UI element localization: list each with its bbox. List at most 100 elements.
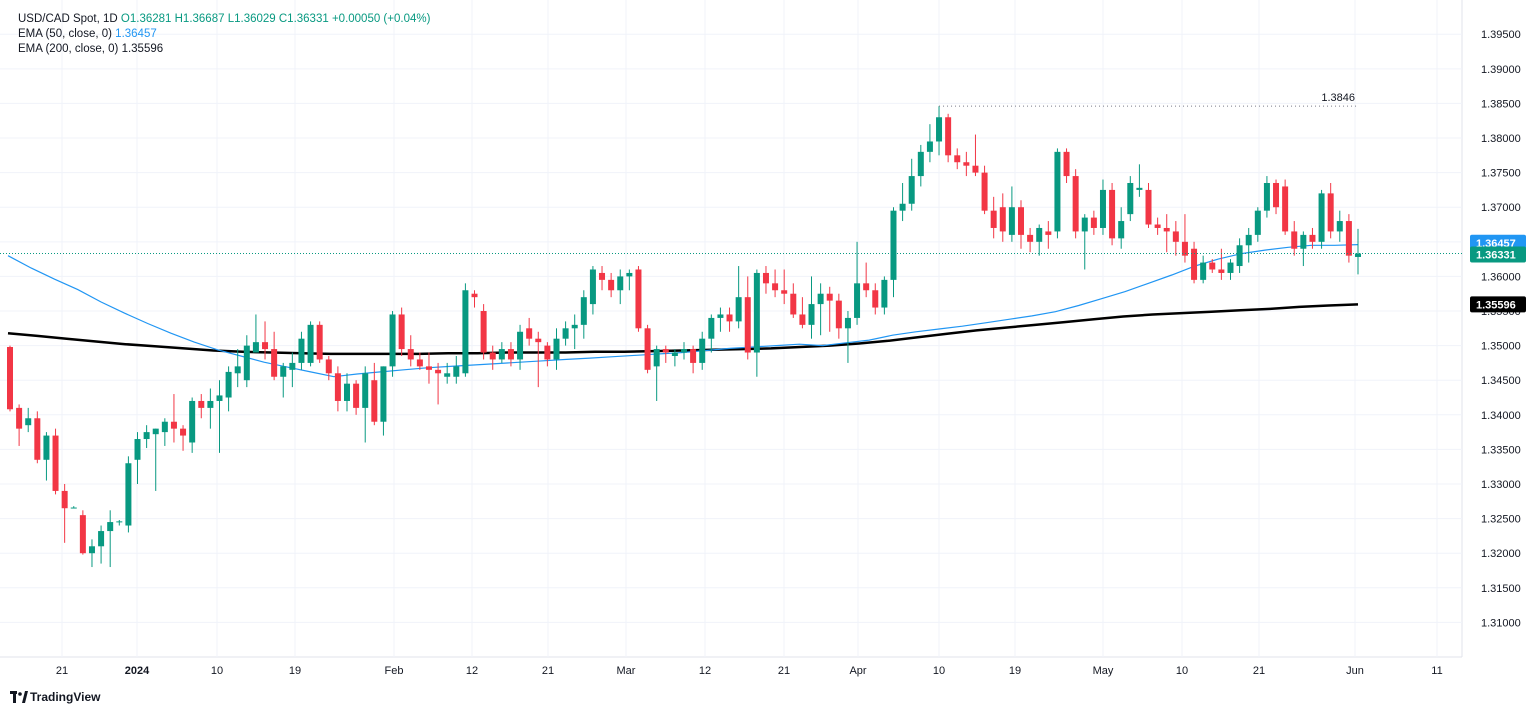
candle [662,345,669,363]
legend-ema200-value: 1.35596 [121,43,164,55]
ema200-price-badge-text: 1.35596 [1476,299,1516,311]
candle-body [1027,234,1034,242]
candle [425,352,432,384]
candle [198,394,205,419]
candle [844,311,851,363]
candle [635,266,642,332]
candle [671,349,678,367]
candle [1327,182,1334,239]
candle-body [7,346,13,410]
candle-body [243,345,250,381]
legend-ema50-label: EMA (50, close, 0) [18,28,112,40]
candle-body [1355,253,1361,257]
candle-body [580,297,587,325]
candle-body [344,383,350,401]
y-tick-label: 1.34500 [1481,375,1521,387]
x-tick-label: 10 [211,665,223,677]
legend-ema200-row[interactable]: EMA (200, close, 0) 1.35596 [18,42,430,57]
candle [362,366,369,443]
candle-body [389,314,396,367]
candle [453,355,460,384]
candle-body [608,279,615,291]
candle-body [881,279,888,308]
x-tick-label: Jun [1346,665,1364,677]
candle [653,345,660,401]
candle [1172,221,1179,256]
candle [389,311,396,377]
candle [1008,186,1015,242]
candle-body [735,297,742,322]
candle-body [635,269,642,329]
candle-body [626,272,633,277]
candle [1027,227,1034,253]
candle [954,148,961,170]
candle [271,331,278,381]
candle-body [589,269,596,305]
x-tick-label: 10 [933,665,945,677]
x-tick-label: Feb [385,665,404,677]
candle [435,362,442,405]
candle [580,290,587,339]
candle [817,283,824,336]
legend-ema50-row[interactable]: EMA (50, close, 0) 1.36457 [18,27,430,42]
candle-body [216,395,223,401]
candle-body [143,432,150,440]
tradingview-brand[interactable]: TradingView [10,690,100,704]
candle [753,269,760,377]
candle [981,165,988,215]
candle [70,506,77,509]
candle [1081,214,1088,270]
candle-body [808,304,815,325]
candle-body [380,366,387,422]
candle-body [926,141,933,152]
candle [7,345,13,412]
candle [43,432,50,481]
candle [398,307,405,356]
candle-body [498,349,505,360]
candle-body [489,352,496,360]
candle [1090,210,1097,235]
candle [963,151,970,177]
time-axis[interactable]: 21 2024 10 19 Feb 12 21 Mar 12 21 Apr 10 19 May 10 21 Ju… [56,665,1443,677]
candle [599,266,606,291]
candle-body [88,546,95,554]
candle-body [617,276,624,291]
candlestick-series [7,106,1361,568]
candle-body [1282,186,1289,232]
x-tick-label: 11 [1431,665,1442,677]
candle-body [908,176,915,204]
price-axis[interactable]: 1.39500 1.39000 1.38500 1.38000 1.37500 1.370… [1470,29,1526,629]
candle-body [526,328,533,339]
candle [16,404,23,446]
candle-body [690,349,697,363]
candle-body [936,117,943,142]
candle-body [1263,182,1270,211]
candle [626,269,633,291]
last-price-badge-bg [1470,246,1526,263]
candle-body [353,383,360,408]
candle [1045,221,1052,249]
candle-body [999,207,1006,232]
x-tick-label: 19 [1009,665,1021,677]
candle [25,407,32,433]
candle-body [671,352,678,356]
candle-body [207,400,214,408]
x-tick-label: 21 [56,665,68,677]
candle [562,321,569,346]
candle-body [1081,217,1088,232]
candle-body [562,328,569,339]
candle [143,425,150,449]
candle [280,362,287,398]
legend-symbol[interactable]: USD/CAD Spot, 1D [18,13,118,25]
candle [1099,179,1106,235]
candle-body [544,345,551,360]
candle [298,331,305,370]
candle [972,134,979,177]
candle-body [863,283,870,291]
candle [1191,241,1198,284]
candle [690,345,697,374]
candle [152,428,159,491]
x-tick-label: 12 [466,665,478,677]
candle-body [981,172,988,211]
